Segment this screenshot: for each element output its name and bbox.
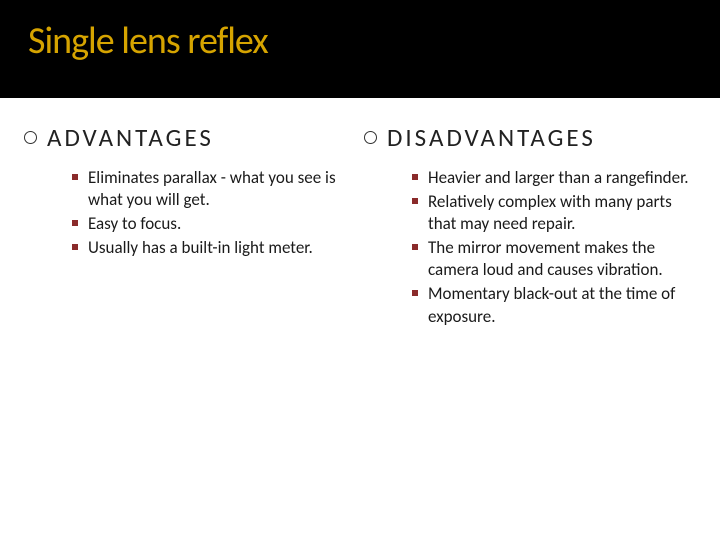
- square-bullet-icon: [72, 244, 78, 250]
- disadvantages-list: Heavier and larger than a rangefinder. R…: [364, 167, 696, 328]
- disadvantages-heading-text: DISADVANTAGES: [387, 122, 596, 153]
- list-item: Usually has a built-in light meter.: [72, 237, 348, 259]
- item-text: Easy to focus.: [88, 213, 348, 235]
- list-item: Momentary black-out at the time of expos…: [412, 283, 696, 327]
- item-text: Usually has a built-in light meter.: [88, 237, 348, 259]
- advantages-heading-text: ADVANTAGES: [47, 122, 214, 153]
- circle-bullet-icon: [24, 131, 37, 144]
- item-text: The mirror movement makes the camera lou…: [428, 237, 696, 281]
- list-item: Heavier and larger than a rangefinder.: [412, 167, 696, 189]
- square-bullet-icon: [412, 290, 418, 296]
- advantages-heading: ADVANTAGES: [24, 122, 348, 153]
- square-bullet-icon: [72, 220, 78, 226]
- item-text: Eliminates parallax - what you see is wh…: [88, 167, 348, 211]
- content-area: ADVANTAGES Eliminates parallax - what yo…: [0, 98, 720, 330]
- list-item: Relatively complex with many parts that …: [412, 191, 696, 235]
- advantages-column: ADVANTAGES Eliminates parallax - what yo…: [24, 122, 360, 330]
- item-text: Heavier and larger than a rangefinder.: [428, 167, 696, 189]
- square-bullet-icon: [72, 174, 78, 180]
- circle-bullet-icon: [364, 131, 377, 144]
- list-item: Eliminates parallax - what you see is wh…: [72, 167, 348, 211]
- item-text: Momentary black-out at the time of expos…: [428, 283, 696, 327]
- list-item: The mirror movement makes the camera lou…: [412, 237, 696, 281]
- disadvantages-heading: DISADVANTAGES: [364, 122, 696, 153]
- item-text: Relatively complex with many parts that …: [428, 191, 696, 235]
- disadvantages-column: DISADVANTAGES Heavier and larger than a …: [360, 122, 696, 330]
- list-item: Easy to focus.: [72, 213, 348, 235]
- slide-title: Single lens reflex: [28, 18, 692, 64]
- advantages-list: Eliminates parallax - what you see is wh…: [24, 167, 348, 259]
- title-bar: Single lens reflex: [0, 0, 720, 98]
- square-bullet-icon: [412, 244, 418, 250]
- square-bullet-icon: [412, 174, 418, 180]
- square-bullet-icon: [412, 198, 418, 204]
